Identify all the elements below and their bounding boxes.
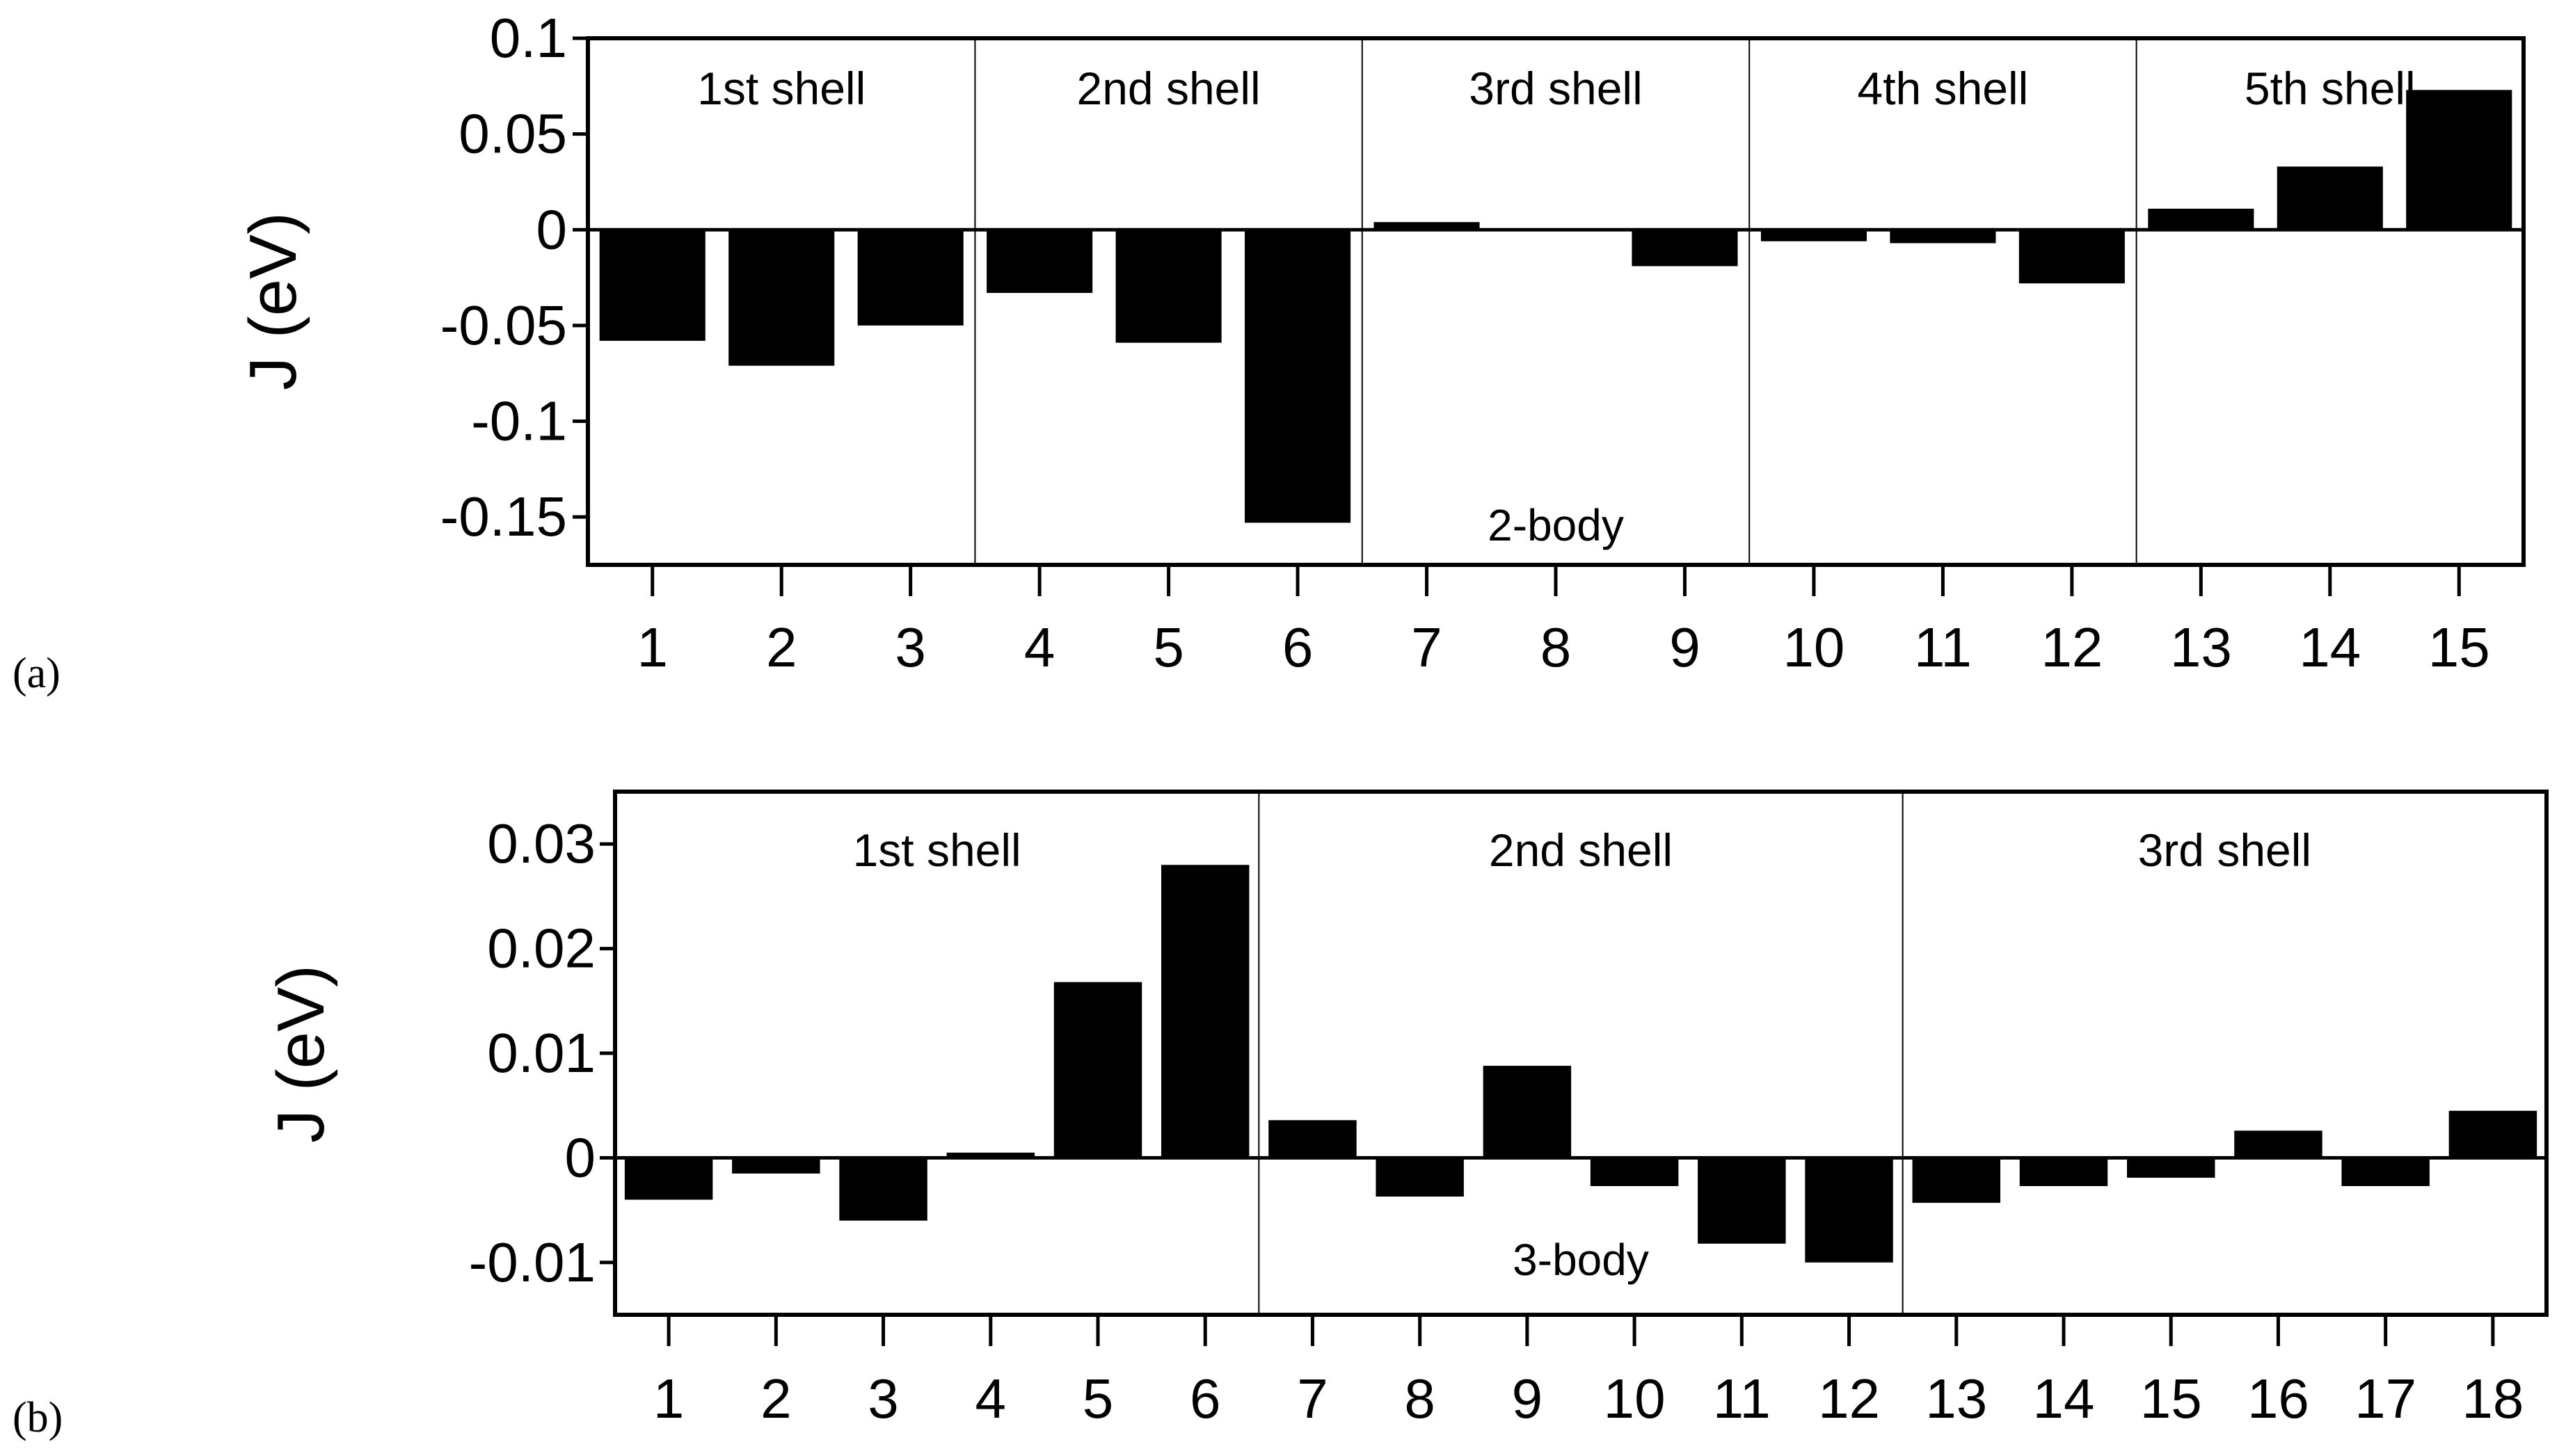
- bar: [2406, 90, 2512, 230]
- x-tick-label: 15: [2428, 616, 2490, 678]
- x-tick-label: 12: [1818, 1368, 1880, 1430]
- bar: [1805, 1158, 1893, 1263]
- bar: [2341, 1158, 2430, 1187]
- x-tick-label: 3: [868, 1368, 899, 1430]
- x-tick-label: 4: [1024, 616, 1055, 678]
- body-annotation: 2-body: [1488, 500, 1624, 550]
- bar: [624, 1158, 713, 1200]
- bar: [2148, 208, 2254, 230]
- y-tick-label: 0.03: [487, 813, 596, 874]
- x-tick-label: 1: [637, 616, 668, 678]
- bar: [1268, 1120, 1357, 1158]
- panel-b: 1st shell 2nd shell 3rd shell 0.03 0.02 0.01 0…: [13, 790, 2549, 1441]
- x-tick-label: 14: [2033, 1368, 2095, 1430]
- bar: [2448, 1110, 2537, 1158]
- y-axis-title: J (eV): [264, 965, 338, 1143]
- bar: [1483, 1066, 1572, 1158]
- y-tick-label: 0.01: [487, 1022, 596, 1084]
- shell-label: 1st shell: [853, 824, 1021, 876]
- bar: [2019, 1158, 2108, 1187]
- shell-label: 4th shell: [1857, 63, 2028, 114]
- bar: [732, 1158, 820, 1174]
- y-tick-label: 0.05: [459, 103, 567, 165]
- shell-label: 3rd shell: [1469, 63, 1642, 114]
- y-tick-label: 0.02: [487, 918, 596, 979]
- bar: [1590, 1158, 1679, 1187]
- body-annotation: 3-body: [1513, 1235, 1649, 1285]
- bar: [857, 230, 964, 326]
- x-tick-label: 5: [1083, 1368, 1114, 1430]
- bar: [1760, 230, 1867, 241]
- x-tick-label: 7: [1411, 616, 1442, 678]
- x-tick-label: 6: [1282, 616, 1314, 678]
- y-tick-label: -0.15: [440, 486, 567, 547]
- x-tick-label: 9: [1669, 616, 1700, 678]
- bar: [728, 230, 835, 366]
- bar: [2126, 1158, 2215, 1178]
- bar: [1632, 230, 1738, 266]
- x-tick-label: 2: [766, 616, 797, 678]
- bar: [1245, 230, 1351, 523]
- x-tick-label: 10: [1604, 1368, 1666, 1430]
- x-tick-label: 12: [2041, 616, 2103, 678]
- x-tick-label: 4: [975, 1368, 1007, 1430]
- bar: [2277, 166, 2383, 230]
- x-tick-label: 18: [2462, 1368, 2524, 1430]
- y-axis-title: J (eV): [236, 212, 310, 390]
- panel-label: (b): [13, 1394, 63, 1441]
- x-tick-label: 2: [760, 1368, 792, 1430]
- x-tick-label: 9: [1512, 1368, 1543, 1430]
- shell-label: 2nd shell: [1489, 824, 1673, 876]
- bar: [987, 230, 1093, 294]
- x-tick-label: 16: [2247, 1368, 2309, 1430]
- x-tick-label: 8: [1404, 1368, 1435, 1430]
- x-tick-label: 5: [1153, 616, 1184, 678]
- bar: [1115, 230, 1222, 343]
- x-tick-label: 6: [1190, 1368, 1221, 1430]
- bar: [1890, 230, 1996, 243]
- bar: [599, 230, 706, 341]
- y-tick-label: -0.05: [440, 294, 567, 356]
- shell-label: 5th shell: [2245, 63, 2416, 114]
- x-tick-label: 17: [2354, 1368, 2416, 1430]
- shell-label: 1st shell: [697, 63, 866, 114]
- bar: [946, 1152, 1035, 1158]
- bar: [1373, 222, 1480, 230]
- panel-label: (a): [13, 650, 61, 697]
- bar: [1376, 1158, 1464, 1197]
- x-tick-label: 7: [1297, 1368, 1328, 1430]
- x-tick-label: 15: [2140, 1368, 2202, 1430]
- x-tick-label: 11: [1914, 616, 1972, 678]
- bar: [2018, 230, 2125, 284]
- x-tick-label: 13: [2170, 616, 2232, 678]
- panel-a: 1st shell 2nd shell 3rd shell 4th shell 5th …: [13, 7, 2526, 697]
- y-tick-label: -0.1: [471, 390, 567, 452]
- shell-label: 2nd shell: [1076, 63, 1260, 114]
- x-tick-label: 8: [1540, 616, 1572, 678]
- y-tick-label: 0: [536, 198, 568, 260]
- bar: [1698, 1158, 1786, 1244]
- bar: [839, 1158, 927, 1221]
- x-tick-label: 3: [895, 616, 926, 678]
- x-tick-label: 10: [1783, 616, 1844, 678]
- y-tick-label: 0: [565, 1126, 596, 1188]
- x-tick-label: 13: [1925, 1368, 1987, 1430]
- x-tick-label: 14: [2299, 616, 2361, 678]
- bar: [2234, 1130, 2322, 1158]
- shell-label: 3rd shell: [2138, 824, 2311, 876]
- bar: [1912, 1158, 2001, 1203]
- bar: [1161, 865, 1250, 1158]
- y-tick-label: -0.01: [469, 1231, 596, 1293]
- bar: [1053, 982, 1142, 1158]
- x-tick-label: 1: [653, 1368, 685, 1430]
- x-tick-label: 11: [1713, 1368, 1771, 1430]
- y-tick-label: 0.1: [490, 7, 567, 69]
